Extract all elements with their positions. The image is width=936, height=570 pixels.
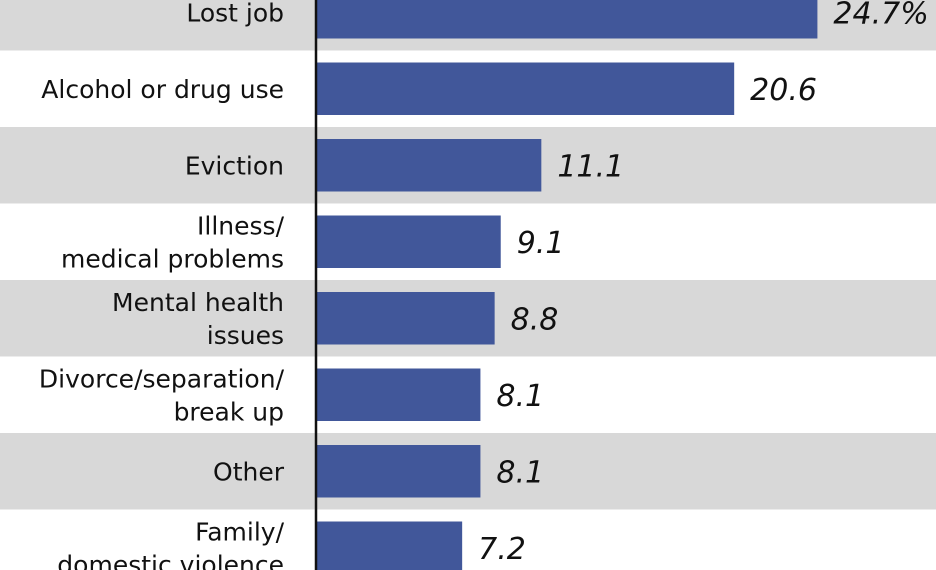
value-label: 8.8 (511, 302, 559, 337)
bar (316, 215, 501, 268)
category-label: Alcohol or drug use (41, 75, 284, 104)
category-label: Family/domestic violence (57, 517, 284, 570)
bar (316, 62, 735, 115)
value-label: 20.6 (750, 73, 817, 108)
bar (316, 521, 463, 570)
bar (316, 368, 481, 421)
value-labels: 24.7% 20.6 11.1 9.1 8.8 8.1 8.1 7.2 (478, 0, 929, 567)
bar (316, 139, 542, 192)
category-label: Other (213, 457, 285, 486)
value-label: 8.1 (496, 455, 544, 490)
bar (316, 445, 481, 498)
category-label: Lost job (186, 0, 284, 27)
bars (316, 0, 818, 570)
category-label: Illness/medical problems (61, 211, 285, 273)
value-label: 8.1 (496, 379, 544, 414)
value-label: 7.2 (478, 532, 526, 567)
category-labels: Lost job Alcohol or drug use Eviction Illne… (39, 0, 285, 570)
value-label: 11.1 (557, 149, 624, 184)
category-label: Divorce/separation/break up (39, 364, 285, 426)
bar (316, 0, 818, 39)
category-label: Eviction (185, 151, 284, 180)
value-label: 9.1 (517, 226, 565, 261)
value-label: 24.7% (833, 0, 928, 31)
bar (316, 292, 495, 345)
category-label: Mental health issues (112, 288, 284, 350)
